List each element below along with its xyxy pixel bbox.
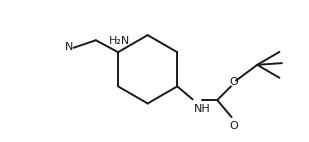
Text: O: O (230, 77, 238, 87)
Text: O: O (229, 121, 238, 130)
Text: H₂N: H₂N (109, 36, 130, 46)
Text: N: N (65, 42, 73, 52)
Text: NH: NH (194, 104, 210, 114)
